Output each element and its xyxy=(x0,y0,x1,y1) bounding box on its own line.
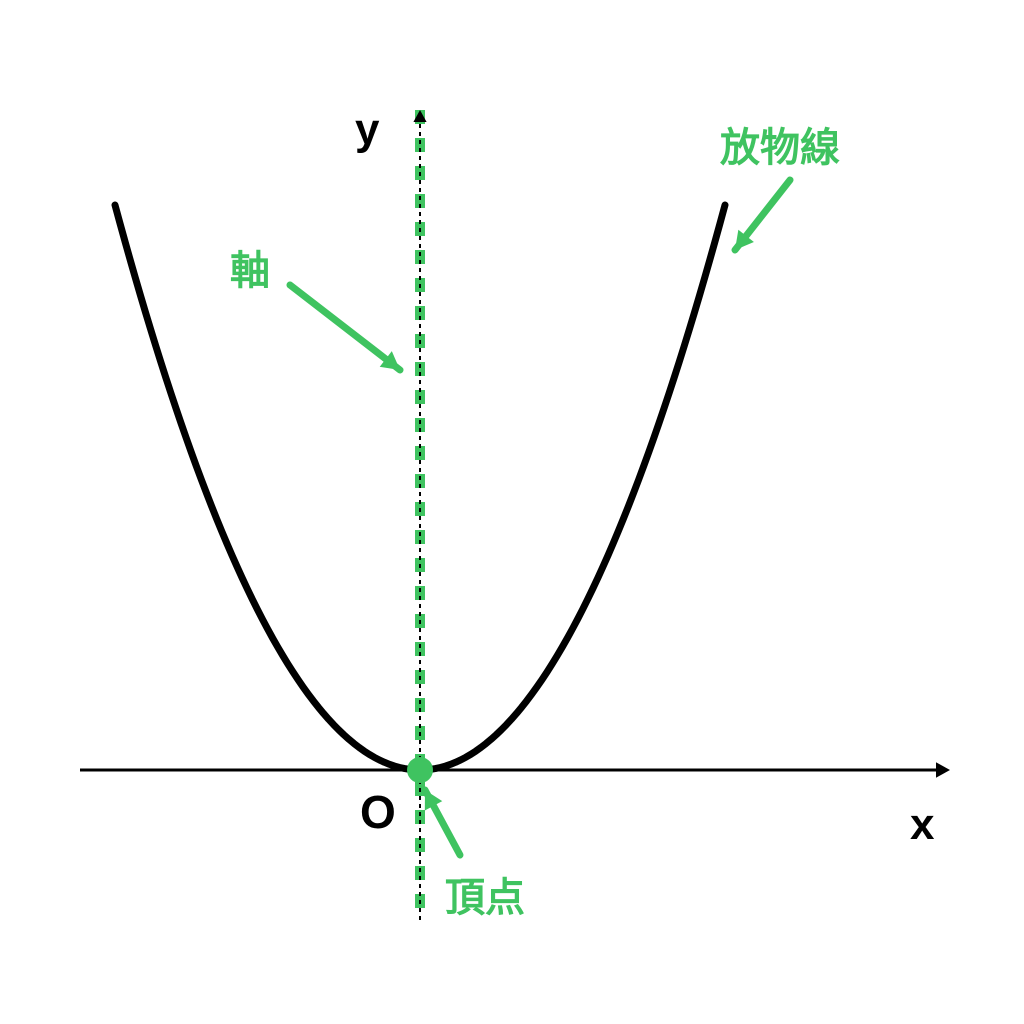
vertex-annotation: 頂点 xyxy=(445,865,525,923)
y-axis-label: y xyxy=(355,105,379,155)
parabola-annotation: 放物線 xyxy=(720,115,840,173)
x-axis-label: x xyxy=(910,800,934,850)
origin-label: O xyxy=(360,785,396,839)
axis-annotation: 軸 xyxy=(230,238,270,296)
